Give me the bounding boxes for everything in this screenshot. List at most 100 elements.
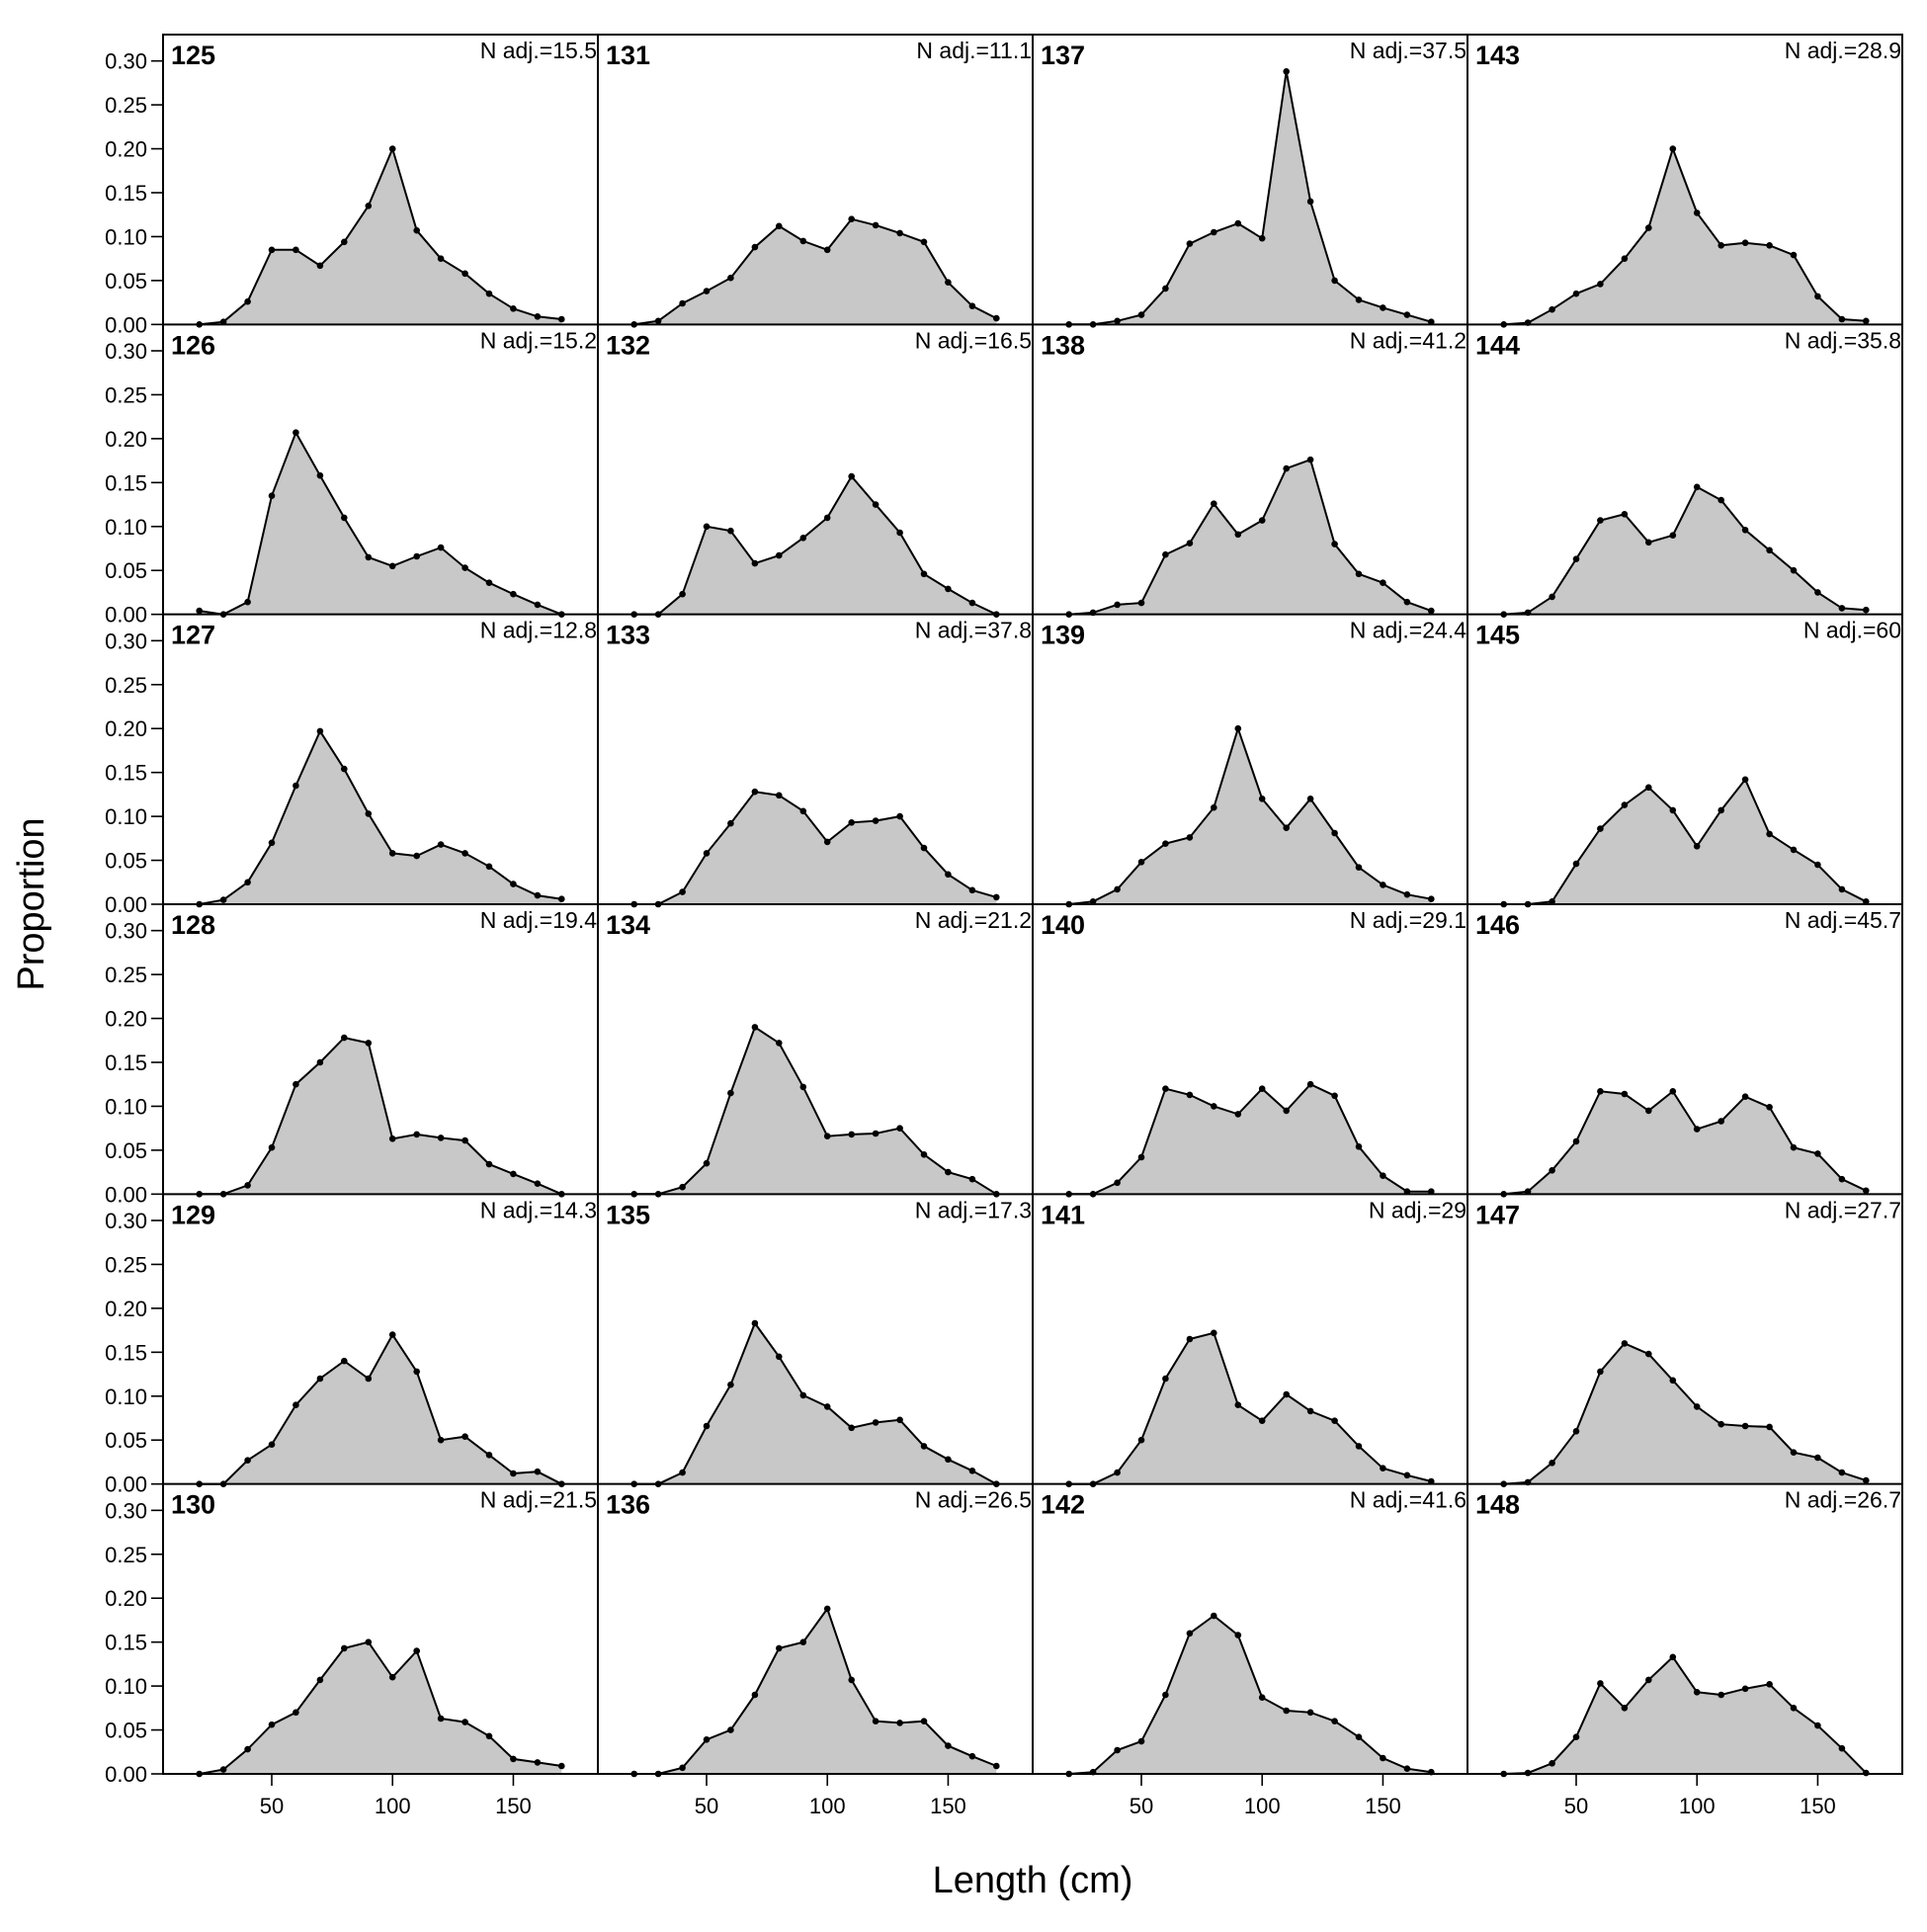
n-adj-label-139: N adj.=24.4 [1350,618,1466,643]
data-point-142-110 [1283,1707,1290,1715]
data-point-127-140 [485,863,493,871]
data-point-138-90 [1234,531,1242,539]
y-tick-label-3-2: 0.10 [105,1094,147,1119]
n-adj-label-127: N adj.=12.8 [480,618,597,643]
data-point-130-30 [219,1766,227,1773]
y-tick-label-1-6: 0.30 [105,339,147,364]
data-point-131-90 [799,237,807,245]
panel-label-139: 139 [1041,621,1085,650]
data-point-132-100 [823,514,831,522]
data-point-132-80 [776,551,783,559]
data-point-138-150 [1380,579,1386,586]
data-point-135-110 [848,1424,855,1432]
series-line-145 [1503,777,1867,905]
data-point-132-90 [799,535,807,542]
panel-label-142: 142 [1041,1490,1085,1520]
data-point-131-150 [945,279,952,287]
data-point-147-140 [1790,1449,1798,1456]
data-point-135-130 [896,1416,903,1424]
data-point-142-40 [1114,1746,1121,1754]
data-point-127-90 [365,810,373,817]
y-tick-label-1-5: 0.25 [105,382,147,407]
data-point-127-50 [268,839,276,847]
area-fill-133 [633,792,997,904]
n-adj-label-130: N adj.=21.5 [480,1487,597,1513]
y-tick-label-3-0: 0.00 [105,1182,147,1207]
data-point-127-100 [388,850,396,857]
data-point-147-110 [1718,1420,1724,1428]
series-line-136 [633,1606,997,1775]
data-point-140-130 [1331,1092,1338,1100]
data-point-128-130 [461,1136,468,1144]
data-point-129-120 [437,1436,445,1444]
data-point-133-170 [993,893,1000,901]
series-line-143 [1503,145,1867,326]
data-point-142-80 [1211,1612,1217,1620]
n-adj-label-145: N adj.=60 [1803,618,1901,643]
data-point-138-70 [1186,540,1194,546]
n-adj-label-128: N adj.=19.4 [480,907,597,933]
n-adj-label-135: N adj.=17.3 [915,1197,1032,1222]
data-point-128-70 [316,1058,324,1066]
data-point-133-100 [823,838,831,846]
y-tick-label-4-0: 0.00 [105,1472,147,1497]
data-point-139-150 [1380,882,1386,888]
data-point-146-70 [1621,1090,1629,1098]
data-point-136-70 [751,1691,759,1699]
data-point-130-160 [534,1759,542,1766]
data-point-133-50 [703,850,711,857]
data-point-129-150 [510,1470,517,1477]
data-point-129-80 [341,1357,348,1365]
data-point-133-70 [751,788,759,796]
panel-label-138: 138 [1041,330,1085,360]
panel-label-135: 135 [606,1200,650,1229]
y-tick-label-5-4: 0.20 [105,1586,147,1611]
panel-label-143: 143 [1475,41,1520,70]
area-fill-135 [633,1323,997,1484]
n-adj-label-144: N adj.=35.8 [1785,327,1901,353]
data-point-128-150 [510,1170,517,1178]
data-point-136-60 [727,1726,734,1733]
data-point-133-110 [848,819,855,826]
n-adj-label-131: N adj.=11.1 [916,38,1032,63]
data-point-143-140 [1790,251,1798,259]
data-point-145-120 [1741,776,1749,784]
data-point-142-120 [1306,1709,1314,1717]
area-fill-139 [1068,728,1432,904]
data-point-141-130 [1331,1417,1338,1424]
data-point-145-160 [1838,885,1846,893]
panel-label-136: 136 [606,1490,650,1520]
data-point-125-140 [485,290,493,297]
data-point-136-80 [776,1644,783,1652]
data-point-146-120 [1741,1093,1749,1100]
data-point-143-80 [1645,224,1652,231]
data-point-144-50 [1572,555,1580,562]
data-point-137-100 [1258,234,1266,242]
data-point-147-100 [1693,1403,1701,1410]
data-point-125-100 [388,145,396,152]
data-point-134-150 [945,1168,952,1176]
data-point-148-120 [1741,1685,1749,1693]
data-point-131-60 [727,274,734,282]
data-point-127-150 [510,881,517,887]
data-point-139-60 [1162,840,1169,847]
data-point-131-80 [776,222,783,230]
data-point-126-140 [485,579,493,586]
data-point-126-40 [244,598,251,606]
data-point-134-50 [703,1159,711,1167]
data-point-141-160 [1403,1471,1411,1479]
data-point-126-50 [268,492,276,500]
data-point-147-70 [1621,1340,1629,1347]
series-line-125 [199,145,562,326]
data-point-127-160 [534,891,542,899]
data-point-141-110 [1283,1390,1290,1398]
data-point-143-100 [1693,210,1701,216]
data-point-140-120 [1306,1080,1314,1088]
x-tick-label-3-2: 150 [1800,1794,1836,1818]
n-adj-label-133: N adj.=37.8 [915,618,1032,643]
data-point-132-160 [968,599,976,607]
x-tick-label-0-0: 50 [260,1794,284,1818]
panel-label-128: 128 [171,910,215,940]
panel-label-129: 129 [171,1200,215,1229]
